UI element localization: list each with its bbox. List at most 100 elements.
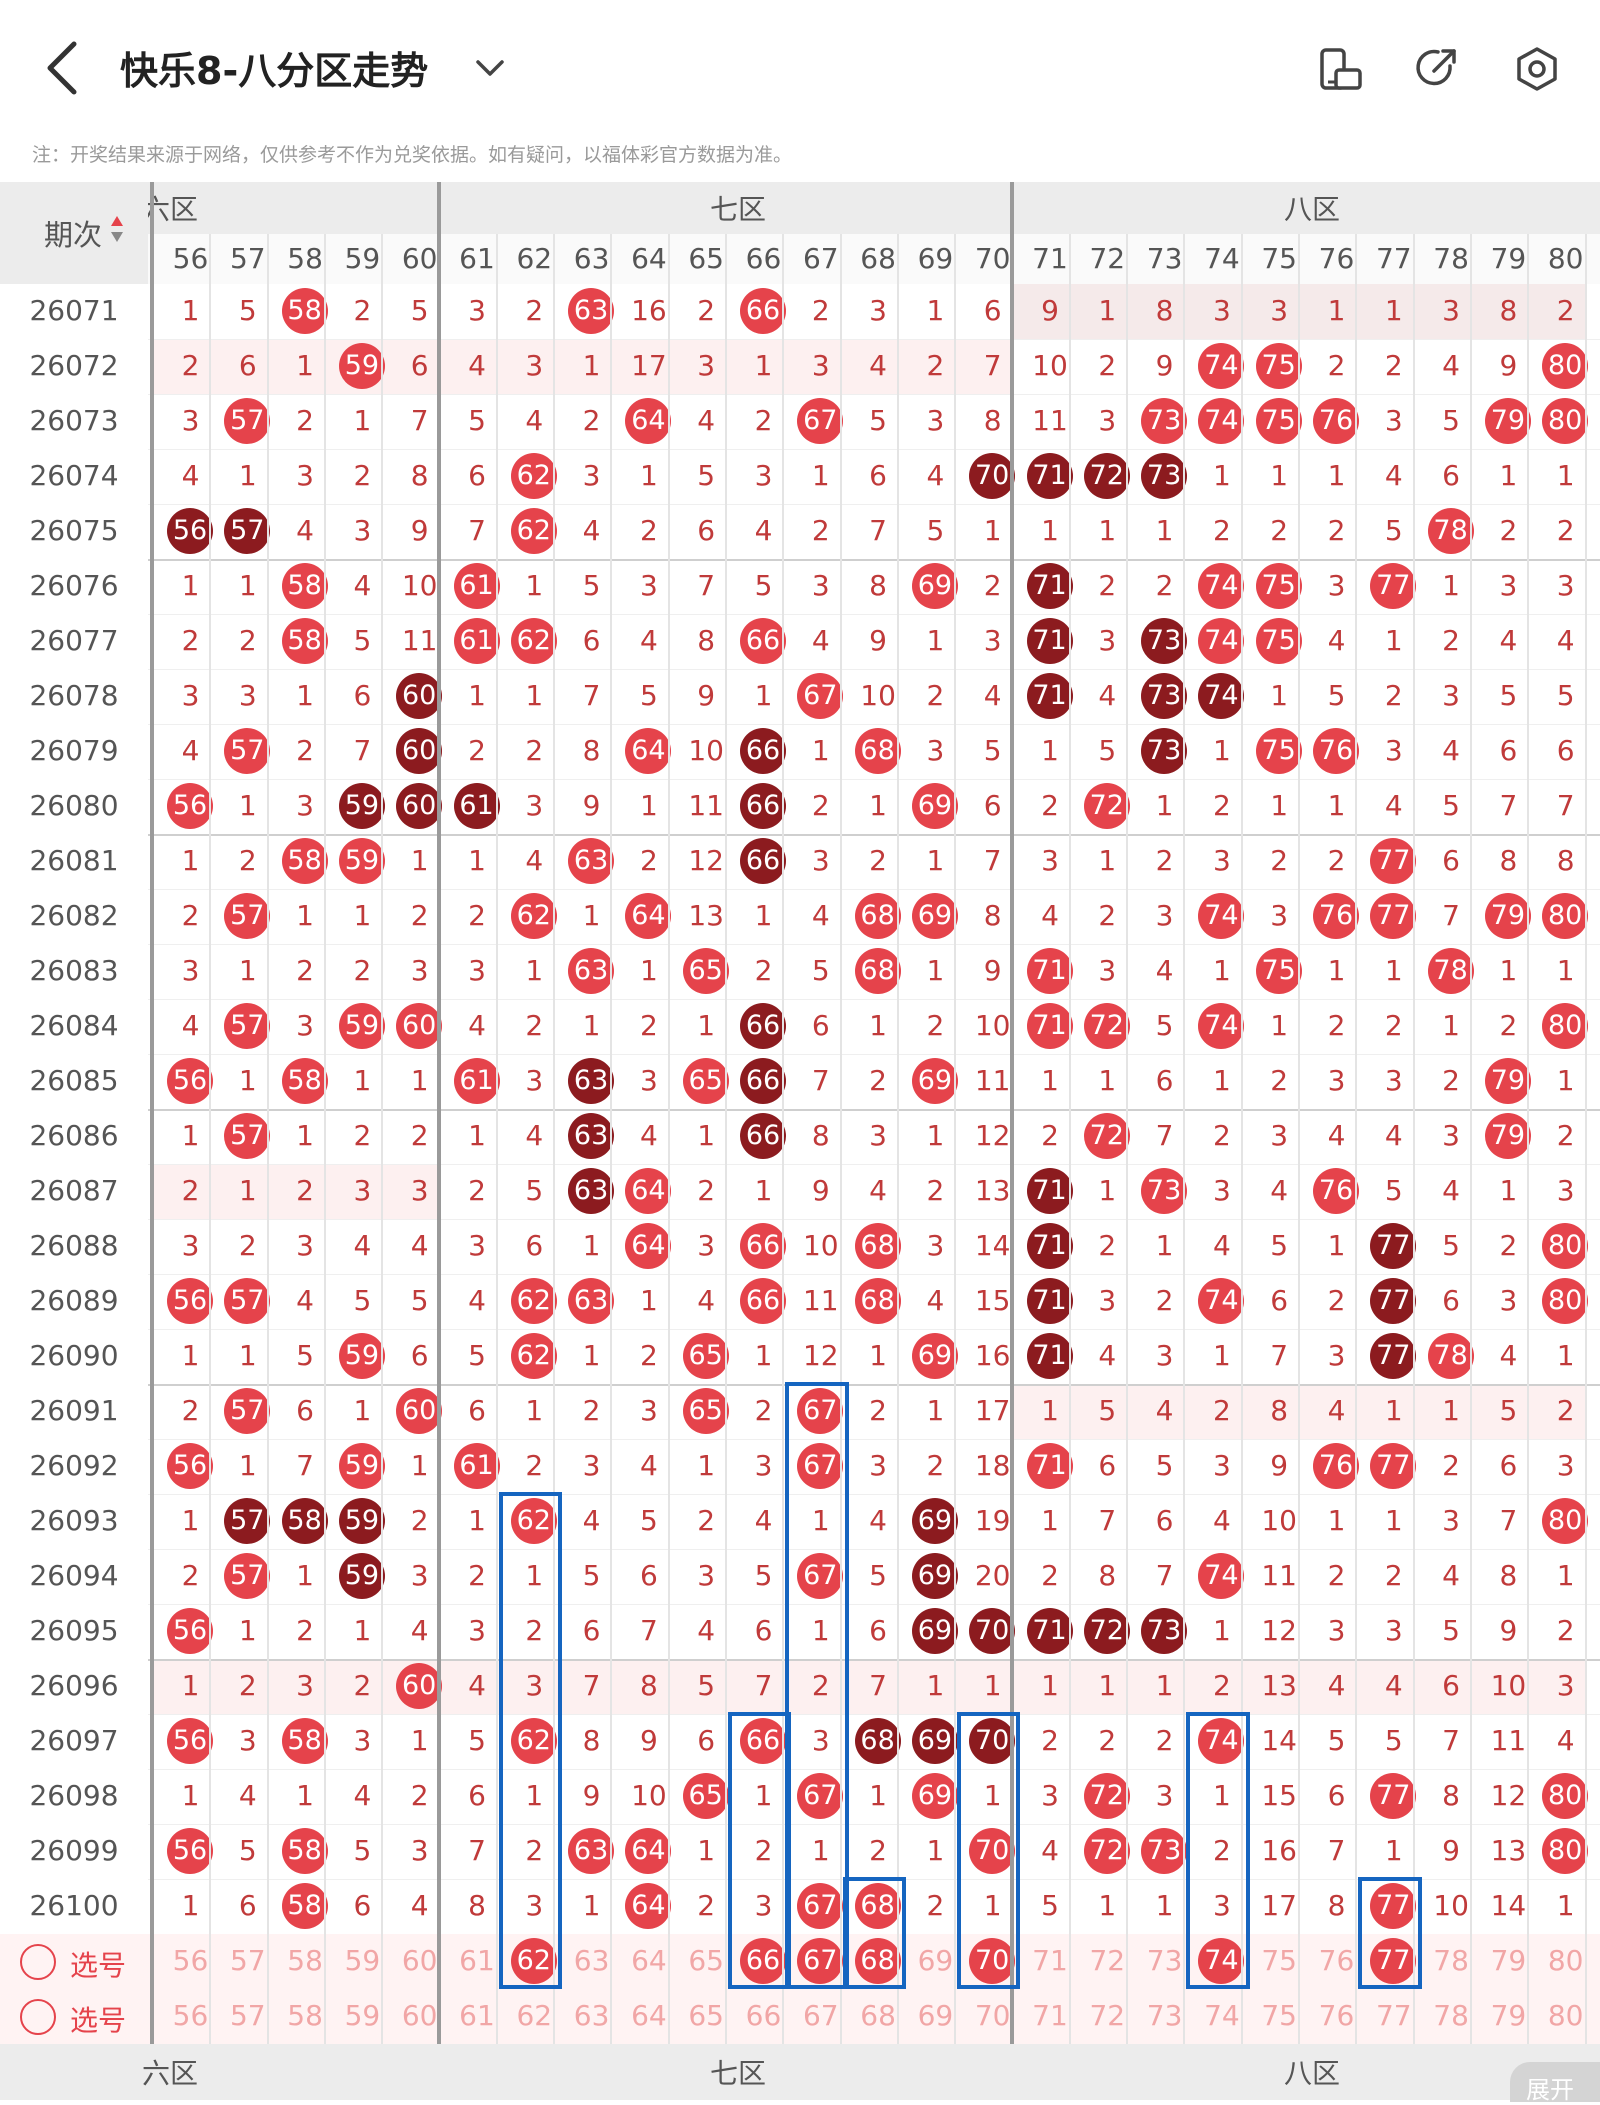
miss-count: 2 (410, 1119, 429, 1152)
selectable-number[interactable]: 58 (287, 1944, 323, 1977)
miss-count: 1 (1212, 459, 1231, 492)
selectable-number[interactable]: 59 (344, 1944, 381, 1977)
selectable-number[interactable]: 80 (1547, 1999, 1584, 2032)
column-number[interactable]: 77 (1375, 242, 1412, 275)
column-number[interactable]: 63 (573, 242, 610, 275)
selectable-number[interactable]: 61 (459, 1999, 495, 2032)
chevron-down-icon[interactable] (470, 52, 510, 86)
column-number[interactable]: 78 (1433, 242, 1469, 275)
column-number[interactable]: 72 (1089, 242, 1126, 275)
selectable-number[interactable]: 79 (1490, 1999, 1527, 2032)
selected-number-ball[interactable]: 77 (1370, 1938, 1417, 1984)
column-number[interactable]: 70 (974, 242, 1011, 275)
selectable-number[interactable]: 79 (1490, 1944, 1527, 1977)
selected-number-ball[interactable]: 70 (969, 1938, 1016, 1984)
selectable-number[interactable]: 77 (1375, 1999, 1412, 2032)
screen-rotate-icon[interactable] (1316, 44, 1366, 94)
selectable-number[interactable]: 63 (573, 1999, 610, 2032)
miss-count: 7 (754, 1669, 773, 1702)
column-number[interactable]: 66 (745, 242, 782, 275)
column-number[interactable]: 67 (802, 242, 839, 275)
selectable-number[interactable]: 72 (1089, 1944, 1126, 1977)
selected-number-ball[interactable]: 68 (854, 1938, 901, 1984)
select-radio-icon[interactable] (20, 1944, 56, 1980)
selected-number-ball[interactable]: 67 (797, 1938, 844, 1984)
selectable-number[interactable]: 60 (401, 1944, 438, 1977)
column-number[interactable]: 80 (1547, 242, 1584, 275)
selectable-number[interactable]: 76 (1318, 1999, 1355, 2032)
miss-count: 4 (1212, 1229, 1231, 1262)
selectable-number[interactable]: 71 (1032, 1999, 1068, 2032)
selectable-number[interactable]: 57 (229, 1944, 266, 1977)
column-number[interactable]: 60 (401, 242, 438, 275)
selectable-number[interactable]: 63 (573, 1944, 610, 1977)
column-number[interactable]: 62 (516, 242, 553, 275)
miss-count: 2 (869, 844, 887, 877)
selectable-number[interactable]: 72 (1089, 1999, 1126, 2032)
miss-count: 5 (926, 514, 945, 547)
drawn-number-ball: 69 (911, 563, 958, 609)
selectable-number[interactable]: 78 (1433, 1999, 1469, 2032)
column-number[interactable]: 57 (229, 242, 266, 275)
selectable-number[interactable]: 58 (287, 1999, 323, 2032)
selectable-number[interactable]: 73 (1146, 1999, 1183, 2032)
selectable-number[interactable]: 62 (516, 1999, 553, 2032)
column-number[interactable]: 74 (1204, 242, 1240, 275)
miss-count: 13 (688, 899, 724, 932)
selectable-number[interactable]: 56 (172, 1944, 209, 1977)
column-number[interactable]: 61 (459, 242, 495, 275)
selected-number-ball[interactable]: 62 (510, 1938, 557, 1984)
selectable-number[interactable]: 61 (459, 1944, 495, 1977)
selectable-number[interactable]: 76 (1318, 1944, 1355, 1977)
miss-count: 16 (974, 1339, 1011, 1372)
column-number[interactable]: 76 (1318, 242, 1355, 275)
selectable-number[interactable]: 67 (802, 1999, 839, 2032)
column-number[interactable]: 56 (172, 242, 209, 275)
column-number[interactable]: 69 (917, 242, 954, 275)
selectable-number[interactable]: 69 (917, 1944, 954, 1977)
period-header[interactable]: 期次 (0, 182, 148, 284)
column-number[interactable]: 59 (344, 242, 381, 275)
expand-button[interactable]: 展开 (1510, 2062, 1600, 2104)
back-arrow-icon[interactable] (38, 38, 88, 98)
selectable-number[interactable]: 60 (401, 1999, 438, 2032)
settings-icon[interactable] (1512, 44, 1562, 94)
column-number[interactable]: 65 (688, 242, 724, 275)
selectable-number[interactable]: 75 (1261, 1999, 1297, 2032)
selectable-number[interactable]: 71 (1032, 1944, 1068, 1977)
selectable-number[interactable]: 70 (974, 1999, 1011, 2032)
select-radio-icon[interactable] (20, 1999, 56, 2035)
column-number[interactable]: 75 (1261, 242, 1297, 275)
selected-number-ball[interactable]: 74 (1198, 1938, 1245, 1984)
drawn-number-ball: 63 (568, 948, 615, 994)
selectable-number[interactable]: 78 (1433, 1944, 1469, 1977)
share-icon[interactable] (1412, 44, 1462, 94)
column-number[interactable]: 58 (287, 242, 323, 275)
column-divider (209, 234, 212, 2044)
column-number[interactable]: 68 (860, 242, 896, 275)
drawn-number-ball: 63 (568, 288, 615, 334)
selectable-number[interactable]: 65 (688, 1999, 724, 2032)
trend-table[interactable]: 六区 七区 八区 56 57 58 59 60 61 62 63 64 65 66 67 68 69 70 71 72… (0, 182, 1600, 2104)
selectable-number[interactable]: 74 (1204, 1999, 1240, 2032)
column-number[interactable]: 73 (1146, 242, 1183, 275)
selected-number-ball[interactable]: 66 (740, 1938, 786, 1984)
column-number[interactable]: 79 (1490, 242, 1527, 275)
selectable-number[interactable]: 69 (917, 1999, 954, 2032)
drawn-number-ball: 73 (1141, 673, 1188, 719)
selectable-number[interactable]: 73 (1146, 1944, 1183, 1977)
selectable-number[interactable]: 80 (1547, 1944, 1584, 1977)
selectable-number[interactable]: 64 (631, 1999, 667, 2032)
page-title[interactable]: 快乐8-八分区走势 (120, 49, 429, 93)
selectable-number[interactable]: 75 (1261, 1944, 1297, 1977)
sort-icon[interactable] (110, 214, 124, 244)
selectable-number[interactable]: 59 (344, 1999, 381, 2032)
selectable-number[interactable]: 68 (860, 1999, 896, 2032)
selectable-number[interactable]: 64 (631, 1944, 667, 1977)
column-number[interactable]: 64 (631, 242, 667, 275)
selectable-number[interactable]: 66 (745, 1999, 782, 2032)
selectable-number[interactable]: 65 (688, 1944, 724, 1977)
selectable-number[interactable]: 57 (229, 1999, 266, 2032)
column-number[interactable]: 71 (1032, 242, 1068, 275)
selectable-number[interactable]: 56 (172, 1999, 209, 2032)
